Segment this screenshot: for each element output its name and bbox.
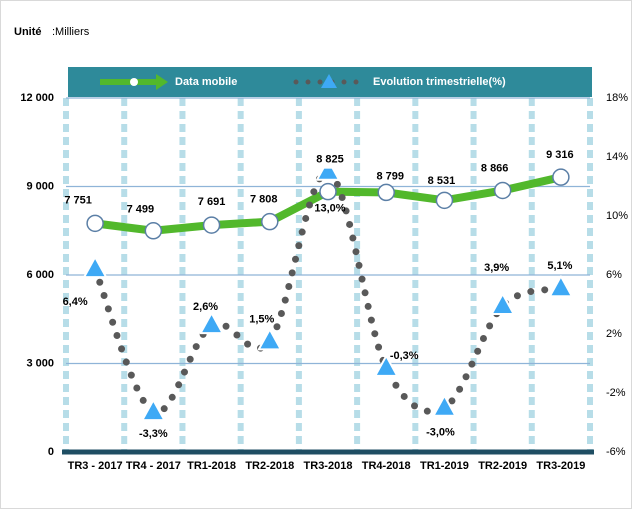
data-label: 3,9% [484, 262, 509, 274]
x-tick-label: TR1-2019 [420, 460, 469, 472]
data-label: 9 316 [546, 149, 574, 161]
x-tick-label: TR3 - 2017 [68, 460, 123, 472]
data-label: 13,0% [314, 203, 345, 215]
y2-tick-label: -2% [606, 387, 626, 399]
data-point [377, 183, 395, 202]
legend-marker [321, 74, 337, 88]
y2-tick-label: 2% [606, 328, 622, 340]
y2-tick-label: 18% [606, 92, 628, 104]
data-label: 6,4% [63, 296, 88, 308]
evolution-point [432, 394, 457, 417]
y2-tick-label: 6% [606, 269, 622, 281]
y-tick-label: 3 000 [26, 357, 54, 369]
data-point [552, 168, 570, 186]
data-label: 8 531 [428, 175, 456, 187]
data-point [144, 222, 163, 240]
x-tick-label: TR4-2018 [362, 460, 411, 472]
x-tick-label: TR3-2019 [536, 460, 585, 472]
evolution-point [316, 158, 340, 181]
unit-label: Unité [14, 26, 42, 38]
data-label: 7 751 [64, 194, 92, 206]
data-point [86, 214, 104, 233]
legend-arrow [156, 74, 168, 90]
x-tick-label: TR2-2018 [245, 460, 294, 472]
evolution-point [548, 275, 573, 298]
data-label: 7 499 [127, 204, 155, 216]
x-tick-label: TR3-2018 [304, 460, 353, 472]
data-label: -3,3% [139, 428, 168, 440]
y-tick-label: 6 000 [26, 269, 54, 281]
data-point [435, 191, 454, 210]
y2-tick-label: 14% [606, 151, 628, 163]
evolution-point [83, 256, 108, 279]
legend-marker [130, 78, 138, 86]
x-tick-label: TR4 - 2017 [126, 460, 181, 472]
unit-text: :Milliers [52, 26, 90, 38]
data-label: 7 808 [250, 194, 278, 206]
label-bg [306, 150, 354, 169]
data-label: 8 866 [481, 162, 509, 174]
data-point [493, 181, 512, 200]
y-tick-label: 9 000 [26, 180, 54, 192]
legend-label: Evolution trimestrielle(%) [373, 76, 506, 88]
data-point [319, 182, 337, 201]
y-tick-label: 12 000 [20, 92, 54, 104]
x-tick-label: TR2-2019 [478, 460, 527, 472]
data-label: 7 691 [198, 196, 226, 208]
data-point [202, 216, 221, 234]
legend-label: Data mobile [175, 76, 237, 88]
evolution-point [257, 328, 282, 351]
data-label: 8 825 [316, 154, 344, 166]
data-label: -3,0% [426, 427, 455, 439]
data-label: 1,5% [249, 313, 274, 325]
data-point [261, 212, 279, 231]
y-tick-label: 0 [48, 446, 54, 458]
data-label: 2,6% [193, 301, 218, 313]
data-label: 8 799 [376, 170, 404, 182]
y2-tick-label: -6% [606, 446, 626, 458]
evolution-point [490, 292, 515, 315]
data-label: 5,1% [547, 260, 572, 272]
y2-tick-label: 10% [606, 210, 628, 222]
data-label: -0,3% [390, 350, 419, 362]
evolution-point [199, 312, 224, 335]
evolution-point [141, 399, 166, 422]
x-tick-label: TR1-2018 [187, 460, 236, 472]
evolution-point [374, 354, 399, 377]
